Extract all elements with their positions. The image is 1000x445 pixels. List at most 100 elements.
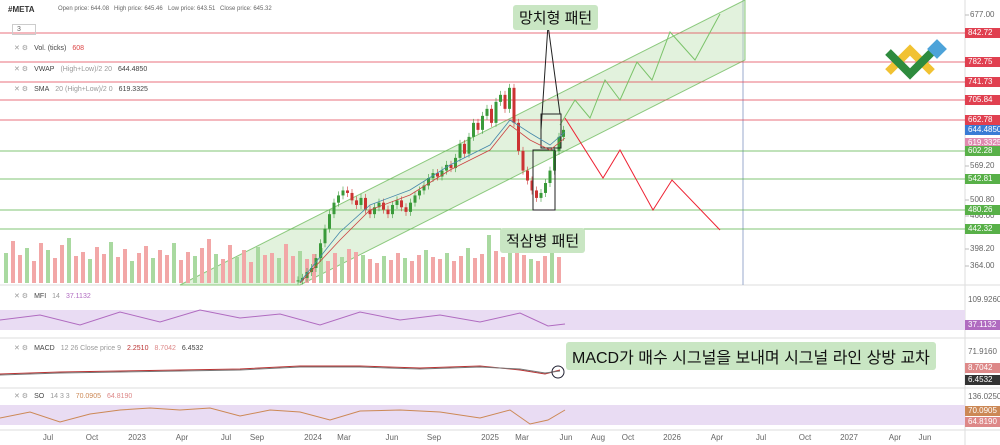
- candle: [481, 115, 484, 130]
- volume-bar: [340, 257, 344, 283]
- candle: [400, 200, 403, 208]
- soldiers-annotation: 적삼병 패턴: [500, 228, 586, 253]
- volume-bar: [116, 257, 120, 283]
- symbol: #META: [8, 5, 35, 14]
- price-tick-label: 364.00: [970, 261, 995, 270]
- pane-tag: [965, 417, 1000, 427]
- candle: [521, 150, 525, 171]
- time-label: 2027: [840, 433, 858, 442]
- candle: [472, 122, 475, 137]
- candle: [377, 202, 381, 208]
- hammer-box: [540, 113, 562, 149]
- pane-tag: [965, 320, 1000, 330]
- candle: [296, 280, 300, 282]
- so-line: [0, 407, 566, 425]
- candle: [499, 94, 502, 102]
- volume-bar: [326, 261, 330, 283]
- volume-bar: [95, 247, 99, 283]
- time-label: Oct: [622, 433, 635, 442]
- candle: [314, 258, 318, 268]
- indicator-name: VWAP: [34, 65, 55, 73]
- pane-axis-label: 8.7042: [968, 363, 993, 372]
- level-label: 842.72: [968, 28, 993, 37]
- indicator-name: Vol. (ticks): [34, 44, 67, 52]
- volume-bar: [410, 261, 414, 283]
- level-label: 542.81: [968, 174, 993, 183]
- volume-bar: [424, 250, 428, 283]
- volume-bar: [515, 245, 519, 283]
- candle: [517, 122, 520, 151]
- time-label: Oct: [799, 433, 812, 442]
- so-band: [0, 405, 965, 425]
- indicator-row: ✕ ⚙ Vol. (ticks) 608: [14, 44, 85, 53]
- bearish-projection: [564, 117, 721, 231]
- candle: [548, 170, 552, 183]
- pane-axis-label: 109.9260: [968, 295, 1000, 304]
- volume-bar: [270, 253, 274, 283]
- time-label: Sep: [250, 433, 265, 442]
- time-label: Jul: [43, 433, 53, 442]
- candle: [436, 173, 439, 177]
- candle: [503, 94, 507, 109]
- candle: [404, 207, 408, 212]
- pane-name: MFI: [34, 292, 47, 300]
- volume-bar: [529, 259, 533, 283]
- level-tag: [965, 125, 1000, 135]
- volume-bar: [207, 239, 211, 283]
- level-tag: [965, 146, 1000, 156]
- candle: [526, 170, 529, 181]
- timeframe-select[interactable]: 3: [12, 24, 36, 35]
- volume-bar: [39, 243, 43, 283]
- volume-bar: [158, 250, 162, 283]
- time-label: 2024: [304, 433, 322, 442]
- candle: [368, 209, 372, 215]
- volume-bar: [382, 256, 386, 283]
- level-label: 480.26: [968, 205, 993, 214]
- pane-params: 14: [52, 292, 60, 300]
- pane-name: SO: [34, 392, 45, 400]
- pane-tag: [965, 375, 1000, 385]
- candle: [449, 164, 453, 169]
- level-label: 442.32: [968, 224, 993, 233]
- candle: [391, 204, 394, 215]
- volume-bar: [242, 250, 246, 283]
- volume-bar: [508, 253, 512, 283]
- volume-bar: [172, 243, 176, 283]
- time-label: Apr: [711, 433, 724, 442]
- pane-axis-label: 136.0250: [968, 392, 1000, 401]
- price-tick-label: 398.20: [970, 244, 995, 253]
- pane-value: 6.4532: [181, 344, 204, 352]
- volume-bar: [487, 235, 491, 283]
- candle: [454, 157, 457, 169]
- level-label: 705.84: [968, 95, 993, 104]
- time-label: Jun: [560, 433, 573, 442]
- level-label: 782.75: [968, 57, 993, 66]
- volume-bar: [284, 244, 288, 283]
- pane-axis-label: 37.1132: [968, 320, 997, 329]
- volume-bar: [263, 255, 267, 283]
- volume-bar: [249, 262, 253, 283]
- level-tag: [965, 57, 1000, 67]
- candle: [337, 195, 340, 203]
- candle: [445, 164, 448, 171]
- candle: [508, 87, 511, 109]
- volume-bar: [81, 252, 85, 283]
- cross-marker: [551, 365, 565, 379]
- pane-axis-label: 64.8190: [968, 417, 997, 426]
- volume-bar: [235, 257, 239, 283]
- volume-bar: [403, 258, 407, 283]
- low-price: Low price: 643.51: [168, 6, 216, 12]
- time-label: Apr: [176, 433, 189, 442]
- bullish-projection: [559, 13, 721, 126]
- volume-bar: [438, 259, 442, 283]
- mfi-band: [0, 310, 965, 330]
- time-label: Jul: [756, 433, 766, 442]
- volume-bar: [109, 242, 113, 283]
- price-tick-label: 500.80: [970, 195, 995, 204]
- candle: [485, 108, 489, 116]
- indicator-row: ✕ ⚙ SMA 20 (High+Low)/2 0 619.3325: [14, 85, 148, 94]
- time-label: Jun: [919, 433, 932, 442]
